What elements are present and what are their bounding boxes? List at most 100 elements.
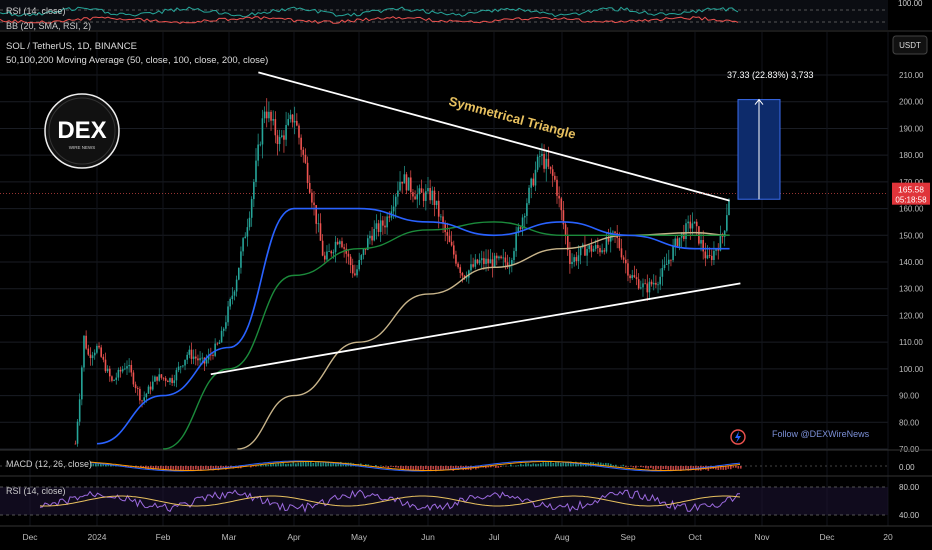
- pattern-label: Symmetrical Triangle: [447, 93, 577, 141]
- candle-body: [605, 236, 608, 252]
- price-tag-countdown: 05:18:58: [895, 196, 927, 205]
- currency-button[interactable]: USDT: [892, 35, 928, 55]
- macd-bar: [540, 463, 542, 467]
- macd-bar: [185, 466, 187, 470]
- candle-body: [590, 245, 593, 252]
- x-tick-label: Sep: [620, 532, 635, 542]
- macd-bar: [297, 462, 300, 467]
- candle-body: [375, 223, 378, 229]
- candle-body: [108, 368, 111, 377]
- macd-bar: [715, 466, 717, 470]
- candle-body: [347, 253, 350, 257]
- candle-body: [704, 251, 707, 259]
- macd-bar: [432, 466, 435, 470]
- candle-body: [663, 264, 666, 268]
- macd-bar: [637, 466, 640, 467]
- candle-body: [545, 158, 548, 169]
- candle-body: [534, 169, 537, 186]
- macd-bar: [562, 461, 565, 467]
- candle-body: [276, 135, 279, 145]
- candle-body: [723, 230, 726, 237]
- candle-body: [227, 306, 229, 323]
- macd-bar: [152, 466, 155, 470]
- candle-body: [657, 284, 659, 286]
- measure-tool[interactable]: 37.33 (22.83%) 3,733: [727, 70, 814, 200]
- candle-body: [717, 249, 720, 251]
- candle-body: [433, 190, 436, 206]
- macd-bar: [392, 466, 395, 467]
- macd-bar: [355, 463, 357, 467]
- macd-bar: [520, 463, 522, 467]
- candle-body: [652, 282, 655, 285]
- candle-body: [569, 250, 571, 264]
- candle-body: [622, 257, 625, 260]
- macd-bar: [680, 466, 682, 471]
- macd-bar: [280, 463, 282, 467]
- macd-bar: [500, 466, 502, 467]
- candle-body: [313, 202, 315, 206]
- candle-body: [186, 354, 188, 360]
- candle-body: [268, 111, 270, 119]
- macd-bar: [252, 466, 255, 467]
- candle-body: [274, 119, 277, 136]
- candle-body: [237, 267, 240, 280]
- macd-bar: [532, 463, 535, 467]
- macd-axis-value: 0.00: [899, 463, 915, 472]
- macd-bar: [727, 466, 730, 469]
- candle-body: [293, 120, 296, 123]
- candle-body: [130, 364, 133, 373]
- follow-badge[interactable]: Follow @DEXWireNews: [730, 429, 870, 445]
- macd-bar: [205, 466, 207, 470]
- candle-body: [597, 245, 599, 249]
- macd-bar: [667, 466, 670, 470]
- time-axis[interactable]: Dec 2024 Feb Mar Apr May Jun Jul Aug Sep Oct Nov Dec…: [22, 532, 893, 542]
- macd-bar: [350, 462, 352, 467]
- macd-bar: [692, 466, 695, 470]
- macd-bar: [270, 463, 272, 467]
- macd-bar: [437, 466, 440, 470]
- candle-body: [401, 181, 403, 184]
- macd-bar: [412, 466, 415, 470]
- x-tick-label: Dec: [819, 532, 835, 542]
- triangle-upper-trendline[interactable]: [258, 71, 730, 202]
- candle-body: [523, 215, 526, 218]
- y-tick-label: 110.00: [899, 338, 923, 347]
- candle-body: [508, 265, 511, 268]
- macd-bar: [647, 466, 650, 469]
- macd-bar: [290, 463, 292, 467]
- price-axis[interactable]: 70.0080.0090.00100.00110.00120.00130.001…: [899, 71, 924, 454]
- candle-body: [248, 217, 251, 228]
- candle-body: [334, 241, 337, 253]
- candle-body: [128, 364, 130, 367]
- candle-body: [231, 295, 234, 300]
- candle-body: [164, 378, 167, 381]
- measure-arrowhead: [754, 98, 764, 105]
- lightning-icon: [730, 429, 746, 445]
- macd-bar: [527, 463, 530, 467]
- macd-bar: [655, 466, 657, 470]
- macd-bar: [427, 466, 430, 471]
- macd-bar: [735, 466, 737, 468]
- candle-body: [76, 421, 79, 444]
- macd-bar: [730, 466, 732, 470]
- candle-body: [126, 366, 128, 369]
- candle-body: [538, 155, 541, 157]
- candle-body: [558, 195, 560, 199]
- x-tick-label: Oct: [688, 532, 702, 542]
- candle-body: [119, 369, 122, 372]
- macd-bar: [627, 466, 630, 467]
- candle-body: [637, 279, 640, 289]
- triangle-lower-trendline[interactable]: [210, 282, 741, 376]
- macd-bar: [635, 466, 637, 468]
- candle-body: [235, 279, 238, 292]
- macd-bar: [330, 463, 332, 467]
- candle-body: [409, 177, 412, 193]
- candle-body: [528, 187, 530, 204]
- candle-body: [442, 216, 444, 224]
- candle-body: [162, 377, 165, 379]
- macd-bar: [120, 464, 122, 467]
- candle-body: [543, 154, 545, 169]
- candle-body: [311, 192, 313, 203]
- macd-bar: [570, 461, 572, 467]
